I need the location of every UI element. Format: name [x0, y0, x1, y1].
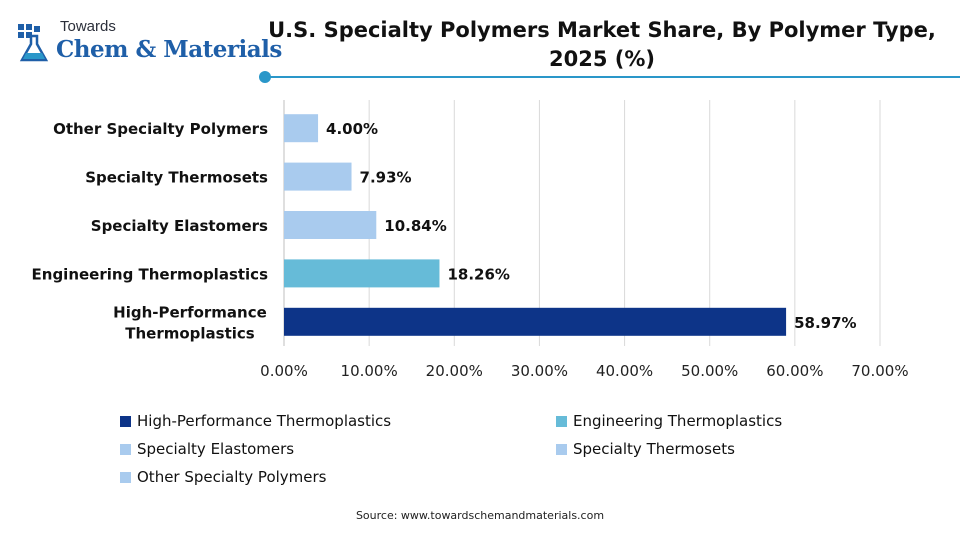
source-note: Source: www.towardschemandmaterials.com	[355, 509, 605, 522]
legend-swatch	[556, 415, 567, 427]
legend-label: Engineering Thermoplastics	[573, 412, 783, 430]
category-label: High-Performance	[113, 303, 267, 321]
category-label: Thermoplastics	[125, 324, 255, 342]
bar	[284, 307, 787, 336]
flask-icon	[18, 24, 49, 62]
legend-item: Engineering Thermoplastics	[556, 412, 782, 430]
data-label: 10.84%	[384, 217, 446, 235]
data-label: 58.97%	[794, 314, 856, 332]
bars	[284, 114, 787, 336]
data-label: 4.00%	[326, 120, 378, 138]
legend-swatch	[120, 443, 131, 455]
value-labels: 58.97% 18.26% 10.84% 7.93% 4.00%	[326, 120, 857, 332]
legend-label: Specialty Thermosets	[573, 440, 735, 458]
x-tick-label: 0.00%	[260, 362, 308, 380]
data-label: 7.93%	[360, 169, 412, 187]
category-labels: High-Performance Thermoplastics Engineerin…	[32, 120, 269, 342]
legend-swatch	[120, 471, 131, 483]
legend-item: Specialty Elastomers	[120, 440, 294, 458]
legend-label: High-Performance Thermoplastics	[137, 412, 392, 430]
brand-logo: Towards Chem & Materials	[14, 16, 282, 70]
title-rule-dot	[259, 71, 271, 83]
x-tick-label: 60.00%	[766, 362, 823, 380]
x-tick-label: 20.00%	[426, 362, 483, 380]
x-tick-label: 30.00%	[511, 362, 568, 380]
bar	[284, 114, 319, 143]
category-label: Other Specialty Polymers	[53, 120, 268, 138]
chart-title-line-1: U.S. Specialty Polymers Market Share, By…	[268, 18, 936, 42]
legend-swatch	[120, 415, 131, 427]
bar	[284, 162, 352, 191]
legend-item: Specialty Thermosets	[556, 440, 735, 458]
legend-label: Specialty Elastomers	[137, 440, 295, 458]
x-axis-ticks: 0.00% 10.00% 20.00% 30.00% 40.00% 50.00% 60.00…	[260, 362, 908, 380]
chart-title-line-2: 2025 (%)	[549, 47, 655, 71]
x-tick-label: 40.00%	[596, 362, 653, 380]
category-label: Specialty Thermosets	[85, 169, 268, 187]
bar-chart: High-Performance Thermoplastics Engineerin…	[32, 100, 909, 380]
logo-wordmark: Chem & Materials	[56, 36, 282, 63]
x-tick-label: 70.00%	[851, 362, 908, 380]
legend-item: High-Performance Thermoplastics	[120, 412, 391, 430]
legend-swatch	[556, 443, 567, 455]
x-tick-label: 10.00%	[341, 362, 398, 380]
x-tick-label: 50.00%	[681, 362, 738, 380]
bar	[284, 211, 377, 239]
legend-item: Other Specialty Polymers	[120, 468, 327, 486]
title-rule	[268, 76, 960, 78]
bar	[284, 259, 440, 288]
category-label: Engineering Thermoplastics	[32, 265, 269, 283]
legend-label: Other Specialty Polymers	[137, 468, 327, 486]
category-label: Specialty Elastomers	[91, 217, 268, 235]
chart-title: U.S. Specialty Polymers Market Share, By…	[262, 16, 942, 74]
data-label: 18.26%	[447, 265, 509, 283]
logo-tagline: Towards	[60, 18, 116, 35]
